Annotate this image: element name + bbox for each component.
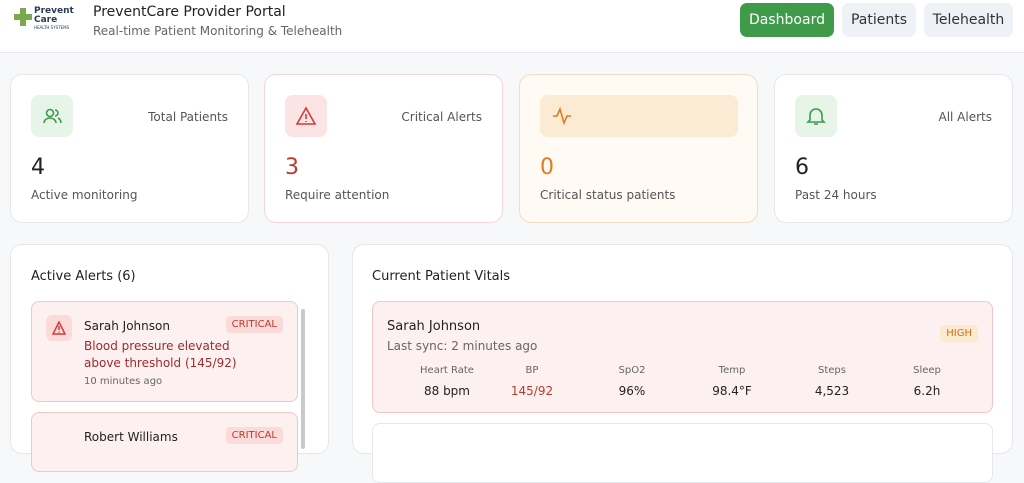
- stat-label: Total Patients: [148, 110, 228, 124]
- stat-note: Critical status patients: [540, 188, 676, 202]
- alert-card[interactable]: Sarah Johnson CRITICAL Blood pressure el…: [31, 301, 298, 402]
- panel-title: Current Patient Vitals: [372, 269, 511, 284]
- icon: [31, 95, 73, 137]
- patient-sync: Last sync: 2 minutes ago: [387, 339, 538, 353]
- stat-card: Critical Alerts 3 Require attention: [264, 74, 503, 223]
- panel-title: Active Alerts (6): [31, 269, 136, 284]
- stat-label: All Alerts: [938, 110, 992, 124]
- alerts-panel: Active Alerts (6) Sarah Johnson CRITICAL…: [10, 244, 329, 472]
- title: PreventCare Provider Portal: [93, 4, 286, 20]
- nav-button[interactable]: Dashboard: [740, 3, 834, 37]
- metric-label: SpO2: [618, 365, 646, 376]
- subtitle: Real-time Patient Monitoring & Telehealt…: [93, 24, 343, 38]
- stat-value: 6: [795, 155, 809, 180]
- alert-name: Sarah Johnson: [84, 319, 170, 333]
- vitals-panel: Current Patient Vitals Sarah Johnson Las…: [352, 244, 1013, 483]
- logo: Prevent Care HEALTH SYSTEMS: [34, 7, 74, 31]
- header: Prevent Care HEALTH SYSTEMS PreventCare …: [0, 0, 1024, 53]
- stat-value: 3: [285, 155, 299, 180]
- stat-card: Total Patients 4 Active monitoring: [10, 74, 249, 223]
- patient-card[interactable]: [372, 423, 993, 483]
- stat-value: 4: [31, 155, 45, 180]
- metric-label: BP: [525, 365, 539, 376]
- metric-value: 6.2h: [913, 384, 941, 398]
- scrollbar[interactable]: [301, 309, 305, 449]
- stat-label: Critical Alerts: [401, 110, 482, 124]
- stat-note: Require attention: [285, 188, 390, 202]
- alert-icon: [46, 315, 72, 341]
- logo-text: Prevent: [34, 6, 74, 16]
- logo-cross: [14, 8, 32, 26]
- patient-name: Sarah Johnson: [387, 319, 481, 334]
- nav-button[interactable]: Patients: [842, 3, 916, 37]
- logo-text: Care: [34, 15, 58, 25]
- alert-badge: CRITICAL: [225, 316, 283, 333]
- stat-card: All Alerts 6 Past 24 hours: [774, 74, 1013, 223]
- icon: [795, 95, 837, 137]
- icon: [540, 95, 738, 137]
- alert-name: Robert Williams: [84, 430, 178, 444]
- patient-badge: HIGH: [940, 325, 978, 342]
- alert-message: Blood pressure elevated above threshold …: [84, 339, 237, 370]
- stat-note: Active monitoring: [31, 188, 138, 202]
- metric-value: 98.4°F: [712, 384, 752, 398]
- metric-label: Heart Rate: [420, 365, 474, 376]
- alert-time: 10 minutes ago: [84, 376, 163, 387]
- stat-card: 0 Critical status patients: [519, 74, 758, 223]
- metric-value: 96%: [618, 384, 646, 398]
- metric-label: Temp: [718, 365, 746, 376]
- metric-value: 145/92: [510, 384, 554, 398]
- metric-label: Sleep: [913, 365, 941, 376]
- nav-button[interactable]: Telehealth: [924, 3, 1013, 37]
- metric-label: Steps: [818, 365, 846, 376]
- metric-value: 88 bpm: [423, 384, 470, 398]
- logo-text: HEALTH SYSTEMS: [34, 25, 70, 30]
- patient-card[interactable]: Sarah Johnson Last sync: 2 minutes ago H…: [372, 301, 993, 413]
- alert-card[interactable]: Robert Williams CRITICAL: [31, 412, 298, 472]
- stat-value: 0: [540, 155, 554, 180]
- stat-note: Past 24 hours: [795, 188, 877, 202]
- icon: [285, 95, 327, 137]
- metric-value: 4,523: [814, 384, 850, 398]
